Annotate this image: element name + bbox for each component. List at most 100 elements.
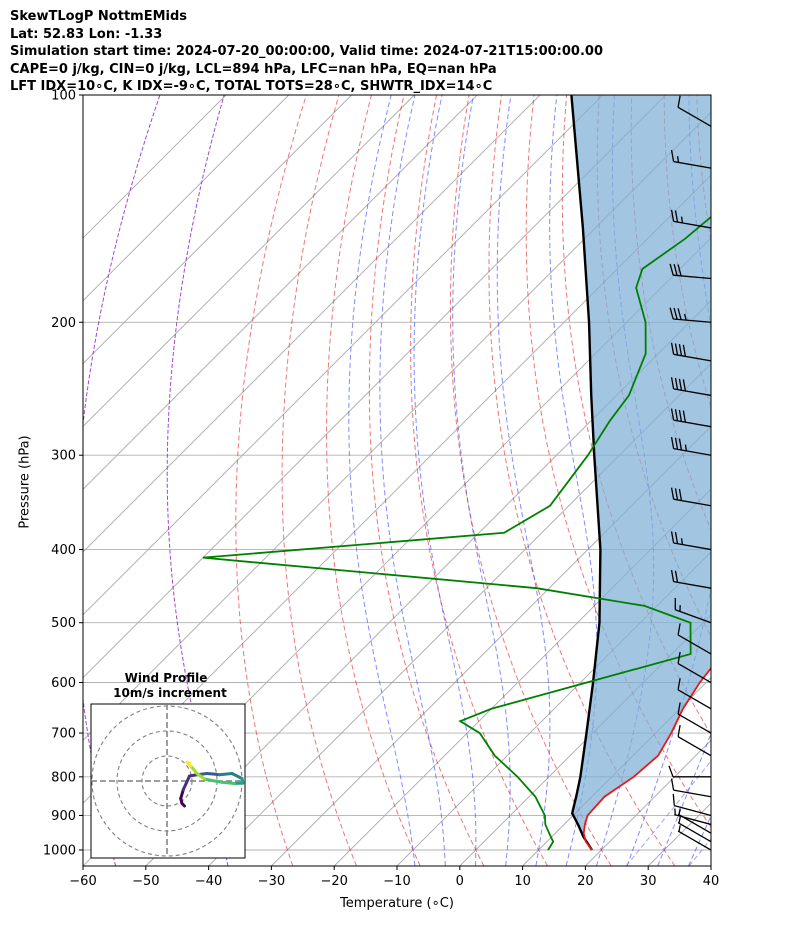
dry-adiabat-line	[488, 95, 676, 866]
wind-barb	[672, 793, 712, 817]
dry-adiabat-line	[235, 95, 307, 866]
wind-barb	[677, 816, 712, 843]
wind-barb	[677, 702, 712, 734]
wind-barb	[670, 377, 712, 397]
wind-barb	[674, 808, 712, 826]
y-tick-label: 900	[51, 809, 76, 824]
dry-adiabat-line	[729, 95, 794, 866]
title-line-cape: CAPE=0 j/kg, CIN=0 j/kg, LCL=894 hPa, LF…	[10, 61, 497, 77]
x-tick-label: 20	[577, 874, 594, 889]
isotherm-line	[271, 425, 711, 866]
wind-barb	[670, 778, 712, 798]
wind-barb	[670, 531, 712, 551]
x-tick-label: −10	[383, 874, 410, 889]
wind-barb	[670, 342, 712, 362]
dry-adiabat-line	[449, 95, 612, 866]
temperature-profile	[582, 666, 711, 851]
y-tick-label: 300	[51, 449, 76, 464]
x-tick-label: −20	[320, 874, 347, 889]
wind-barb	[669, 263, 712, 280]
hodograph-segment	[195, 772, 206, 781]
moist-adiabat-line	[348, 95, 416, 866]
title-block: SkewTLogP NottmEMids Lat: 52.83 Lon: -1.…	[10, 8, 603, 96]
hodograph-segment	[179, 788, 185, 800]
wind-barb	[668, 765, 711, 778]
moist-adiabat-line	[452, 95, 511, 866]
title-line-location: Lat: 52.83 Lon: -1.33	[10, 26, 163, 42]
dewpoint-profile	[202, 215, 711, 851]
hodograph-segment	[181, 774, 191, 792]
isotherm-line	[396, 551, 711, 866]
wind-barb	[670, 487, 712, 507]
wind-barb	[670, 408, 712, 428]
wind-barbs	[668, 95, 712, 851]
wind-barb	[670, 149, 712, 169]
x-tick-label: −30	[258, 874, 285, 889]
x-tick-label: 40	[703, 874, 720, 889]
moist-adiabat-line	[413, 95, 477, 866]
isotherm-line	[145, 300, 711, 866]
isotherm-line	[333, 488, 711, 866]
hodograph-segment	[220, 780, 236, 785]
dry-adiabat-line	[326, 95, 421, 866]
hodograph-segment	[230, 772, 244, 780]
x-tick-label: 0	[456, 874, 464, 889]
dry-adiabat-line	[762, 95, 794, 866]
isotherm-line	[83, 95, 290, 302]
hodograph-segment	[218, 772, 234, 777]
isotherm-line	[83, 95, 666, 679]
hodograph-segment	[185, 760, 191, 765]
wind-barb	[674, 598, 712, 624]
cin-shading	[571, 95, 711, 851]
wind-barb	[677, 678, 712, 710]
moist-adiabat-line	[379, 95, 446, 866]
y-tick-label: 500	[51, 616, 76, 631]
y-axis-ticks: 100 200 300 400 500 600 700 800 900 1000	[43, 89, 83, 859]
x-tick-label: −50	[132, 874, 159, 889]
isotherm-line	[83, 95, 227, 239]
hodograph-segment	[189, 764, 199, 775]
isotherm-line	[710, 865, 711, 866]
dry-adiabat-line	[410, 95, 548, 866]
wind-barb	[670, 436, 712, 456]
wind-barb	[677, 725, 712, 757]
wind-barb	[677, 825, 712, 851]
x-tick-label: 10	[514, 874, 531, 889]
x-axis-label: Temperature (∘C)	[340, 896, 454, 911]
isotherm-line	[83, 95, 541, 553]
parcel-profile	[570, 95, 602, 851]
y-tick-label: 100	[51, 89, 76, 104]
wind-barb	[677, 651, 712, 684]
x-tick-label: 30	[640, 874, 657, 889]
y-tick-label: 800	[51, 770, 76, 785]
title-line-indices: LFT IDX=10∘C, K IDX=-9∘C, TOTAL TOTS=28∘…	[10, 79, 493, 95]
y-tick-label: 600	[51, 676, 76, 691]
hodograph-title: Wind Profile	[125, 671, 208, 685]
wind-barb	[670, 569, 712, 589]
dry-adiabat-line	[281, 95, 357, 866]
y-axis-label: Pressure (hPa)	[17, 435, 33, 529]
y-tick-label: 700	[51, 727, 76, 742]
moist-adiabats	[348, 95, 794, 866]
dry-adiabat-line	[368, 95, 485, 866]
y-tick-label: 1000	[43, 844, 76, 859]
wind-barb	[669, 307, 712, 323]
isotherm-line	[83, 95, 604, 616]
moist-adiabat-line	[626, 95, 711, 866]
hodograph-segment	[210, 779, 224, 784]
x-tick-label: −40	[195, 874, 222, 889]
title-line-station: SkewTLogP NottmEMids	[10, 9, 188, 24]
wind-barb	[677, 808, 712, 834]
title-line-times: Simulation start time: 2024-07-20_00:00:…	[10, 44, 603, 60]
y-tick-label: 400	[51, 543, 76, 558]
isotherm-line	[83, 95, 352, 365]
wind-barb	[677, 95, 712, 127]
isotherm-line	[83, 95, 415, 428]
hodograph-subtitle: 10m/s increment	[113, 686, 227, 700]
moist-adiabat-line	[496, 95, 551, 866]
wind-barb	[677, 623, 712, 655]
moist-adiabat-line	[719, 95, 794, 866]
x-tick-label: −60	[69, 874, 96, 889]
